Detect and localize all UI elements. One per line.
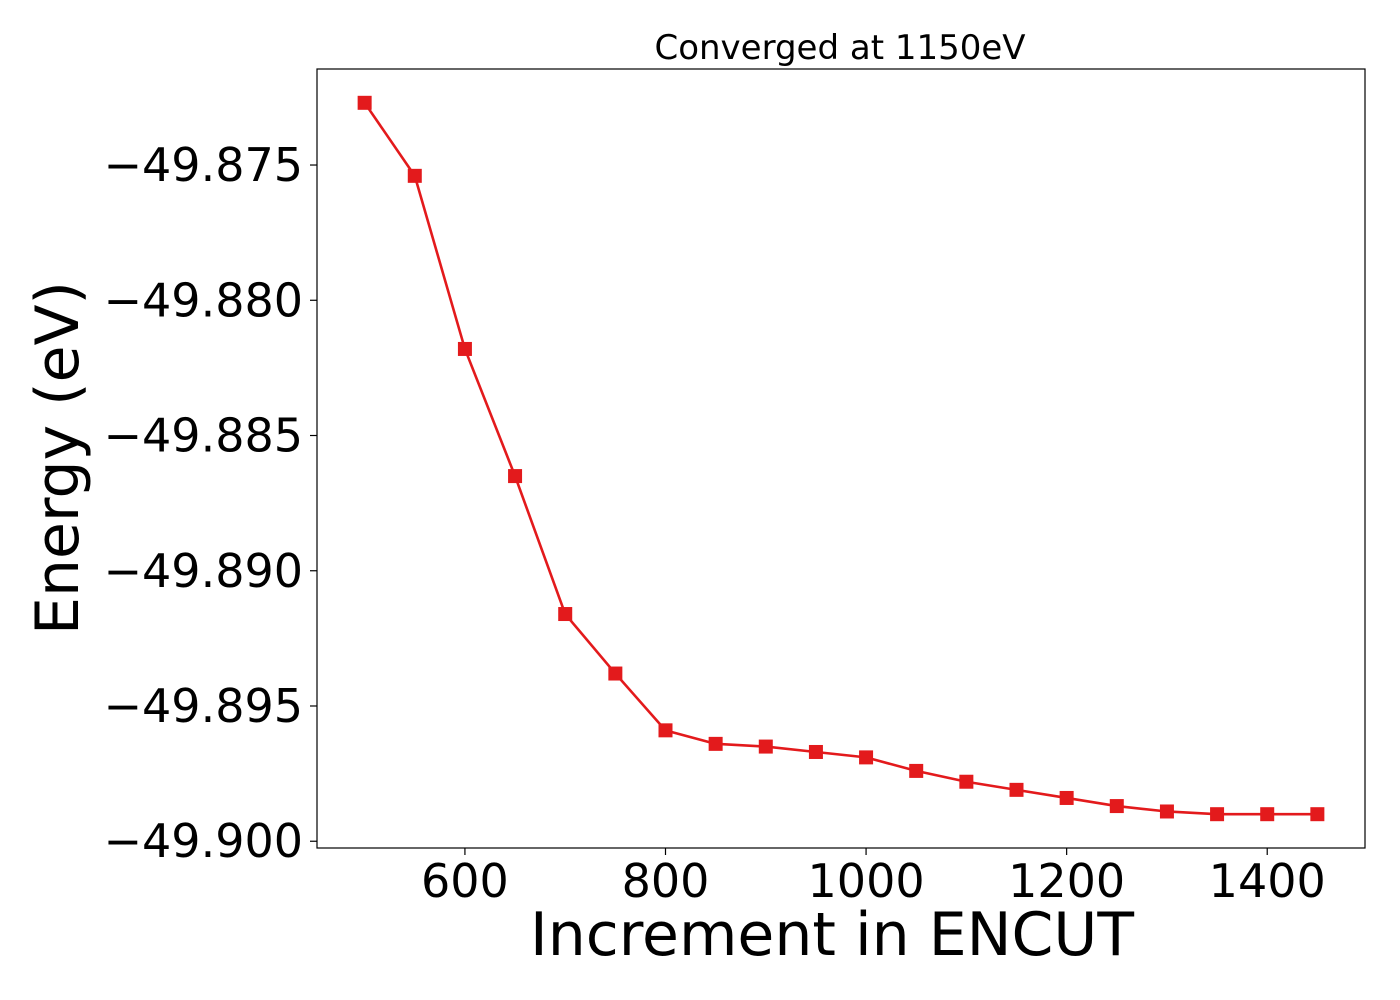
data-point-marker [1009, 782, 1024, 797]
y-tick-label: −49.875 [104, 138, 304, 192]
data-point-marker [1310, 807, 1325, 822]
data-point-marker [1109, 799, 1124, 814]
y-axis-ticks: −49.875 −49.880 −49.885 −49.890 −49.895 −49.9… [104, 138, 317, 868]
y-tick-label: −49.885 [104, 409, 304, 463]
data-point-marker [658, 723, 673, 738]
data-point-marker [808, 744, 823, 759]
x-tick-label: 600 [421, 854, 509, 908]
x-tick-label: 1400 [1209, 854, 1326, 908]
data-point-marker [407, 168, 422, 183]
data-point-marker [357, 95, 372, 110]
data-point-marker [1210, 807, 1225, 822]
data-point-marker [909, 763, 924, 778]
chart-title: Converged at 1150eV [654, 28, 1025, 68]
x-axis-ticks: 600 800 1000 1200 1400 [421, 848, 1326, 908]
data-point-marker [457, 341, 472, 356]
x-tick-label: 1200 [1008, 854, 1125, 908]
data-point-marker [1159, 804, 1174, 819]
series-layer [357, 95, 1325, 822]
data-point-marker [1260, 807, 1275, 822]
data-point-marker [608, 666, 623, 681]
y-tick-label: −49.895 [104, 679, 304, 733]
x-axis-label: Increment in ENCUT [530, 900, 1134, 970]
y-axis-label: Energy (eV) [23, 281, 93, 635]
data-point-marker [558, 607, 573, 622]
data-point-marker [859, 750, 874, 765]
series-line [363, 102, 1318, 816]
x-tick-label: 1000 [808, 854, 925, 908]
data-point-marker [959, 774, 974, 789]
x-tick-label: 800 [622, 854, 710, 908]
y-tick-label: −49.890 [104, 544, 304, 598]
data-point-marker [758, 739, 773, 754]
data-point-marker [1059, 790, 1074, 805]
y-tick-label: −49.880 [104, 273, 304, 327]
data-point-marker [708, 736, 723, 751]
plot-area-frame [316, 68, 1366, 849]
y-tick-label: −49.900 [104, 814, 304, 868]
data-point-marker [508, 469, 523, 484]
